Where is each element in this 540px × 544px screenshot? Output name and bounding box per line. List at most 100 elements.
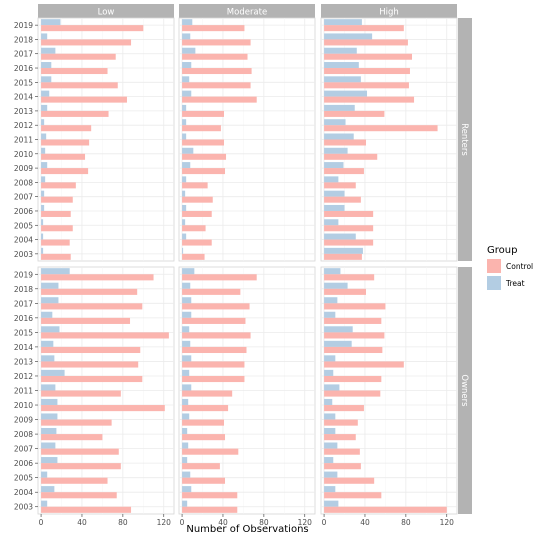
bar-treat-2003 xyxy=(182,500,188,507)
y-tick-label: 2012 xyxy=(14,372,33,381)
row-strip-label: Owners xyxy=(459,374,469,407)
bar-treat-2005 xyxy=(41,471,48,478)
bar-control-2016 xyxy=(182,68,252,75)
bar-control-2005 xyxy=(41,477,108,484)
bar-treat-2011 xyxy=(182,384,192,391)
bar-treat-2015 xyxy=(324,326,353,333)
bar-control-2008 xyxy=(324,182,356,189)
bar-control-2004 xyxy=(41,492,117,499)
bar-treat-2016 xyxy=(324,62,359,69)
bar-control-2006 xyxy=(41,463,121,470)
bar-control-2011 xyxy=(182,390,233,397)
bar-treat-2013 xyxy=(41,355,55,362)
y-tick-label: 2003 xyxy=(14,250,33,259)
bar-treat-2012 xyxy=(324,369,334,376)
bar-control-2006 xyxy=(182,210,212,217)
bar-treat-2007 xyxy=(41,442,56,449)
y-tick-label: 2006 xyxy=(14,459,33,468)
bar-control-2009 xyxy=(41,419,112,426)
bar-treat-2017 xyxy=(324,47,357,54)
bar-control-2009 xyxy=(324,419,358,426)
y-tick-label: 2017 xyxy=(14,299,33,308)
bar-treat-2014 xyxy=(182,340,191,347)
bar-control-2017 xyxy=(41,53,116,60)
bar-treat-2003 xyxy=(324,247,363,254)
bar-control-2010 xyxy=(324,153,378,160)
bar-treat-2013 xyxy=(182,355,192,362)
bar-control-2015 xyxy=(182,332,251,339)
column-strip-low xyxy=(38,4,174,18)
bar-treat-2003 xyxy=(182,247,184,254)
bar-treat-2016 xyxy=(41,311,53,318)
bar-treat-2013 xyxy=(41,104,48,111)
bar-treat-2012 xyxy=(182,119,187,126)
bar-treat-2008 xyxy=(324,427,336,435)
bar-treat-2010 xyxy=(182,147,194,154)
bar-treat-2007 xyxy=(324,190,345,197)
bar-control-2008 xyxy=(41,182,76,189)
bar-control-2007 xyxy=(41,448,119,455)
bar-treat-2007 xyxy=(182,190,186,197)
bar-treat-2010 xyxy=(324,398,333,406)
bar-control-2018 xyxy=(41,288,138,295)
bar-treat-2010 xyxy=(324,147,348,154)
legend-swatch-treat xyxy=(487,276,501,290)
bar-control-2009 xyxy=(182,168,226,175)
bar-control-2011 xyxy=(182,139,224,146)
bar-treat-2015 xyxy=(41,76,52,83)
bar-control-2013 xyxy=(324,361,404,368)
x-tick-label: 80 xyxy=(118,518,128,527)
bar-control-2016 xyxy=(324,317,382,324)
bar-treat-2004 xyxy=(182,233,187,240)
y-tick-label: 2008 xyxy=(14,430,33,439)
bar-control-2013 xyxy=(324,110,385,117)
bar-control-2017 xyxy=(324,53,413,60)
y-tick-label: 2005 xyxy=(14,221,33,230)
y-tick-label: 2018 xyxy=(14,285,33,294)
column-strip-label: High xyxy=(379,8,399,18)
bar-treat-2018 xyxy=(41,33,48,40)
y-tick-label: 2010 xyxy=(14,401,33,410)
bar-control-2019 xyxy=(182,25,245,32)
bar-treat-2019 xyxy=(182,268,195,275)
bar-treat-2015 xyxy=(41,326,60,333)
bar-control-2008 xyxy=(41,434,103,441)
bar-treat-2006 xyxy=(182,457,188,464)
bar-treat-2012 xyxy=(41,369,65,376)
bar-control-2017 xyxy=(182,53,248,60)
bar-control-2018 xyxy=(182,288,241,295)
y-tick-label: 2015 xyxy=(14,328,33,337)
y-tick-label: 2008 xyxy=(14,178,33,187)
y-tick-label: 2006 xyxy=(14,207,33,216)
bar-control-2004 xyxy=(324,239,374,246)
bar-control-2004 xyxy=(182,492,238,499)
bar-control-2014 xyxy=(182,96,257,103)
bar-treat-2018 xyxy=(182,33,191,40)
bar-treat-2005 xyxy=(324,471,338,478)
bar-treat-2012 xyxy=(324,119,346,126)
x-tick-label: 40 xyxy=(360,518,370,527)
bar-treat-2009 xyxy=(324,162,344,169)
y-tick-label: 2007 xyxy=(14,193,33,202)
bar-treat-2015 xyxy=(324,76,361,83)
bar-treat-2013 xyxy=(324,355,336,362)
bar-control-2008 xyxy=(182,434,226,441)
bar-control-2017 xyxy=(41,303,143,310)
bar-control-2012 xyxy=(41,375,143,383)
bar-treat-2016 xyxy=(182,311,192,318)
bar-treat-2011 xyxy=(324,133,354,140)
bar-treat-2010 xyxy=(41,147,46,154)
y-tick-label: 2016 xyxy=(14,64,33,73)
bar-control-2003 xyxy=(41,506,132,513)
bar-control-2015 xyxy=(41,332,169,339)
bar-treat-2018 xyxy=(324,33,373,40)
bar-treat-2011 xyxy=(41,133,47,140)
bar-control-2008 xyxy=(182,182,208,189)
bar-treat-2004 xyxy=(324,233,356,240)
bar-control-2006 xyxy=(324,463,361,470)
bar-control-2011 xyxy=(324,139,366,146)
bar-treat-2017 xyxy=(182,47,196,54)
bar-treat-2019 xyxy=(182,19,193,26)
bar-control-2016 xyxy=(182,317,246,324)
bar-treat-2015 xyxy=(182,326,190,333)
